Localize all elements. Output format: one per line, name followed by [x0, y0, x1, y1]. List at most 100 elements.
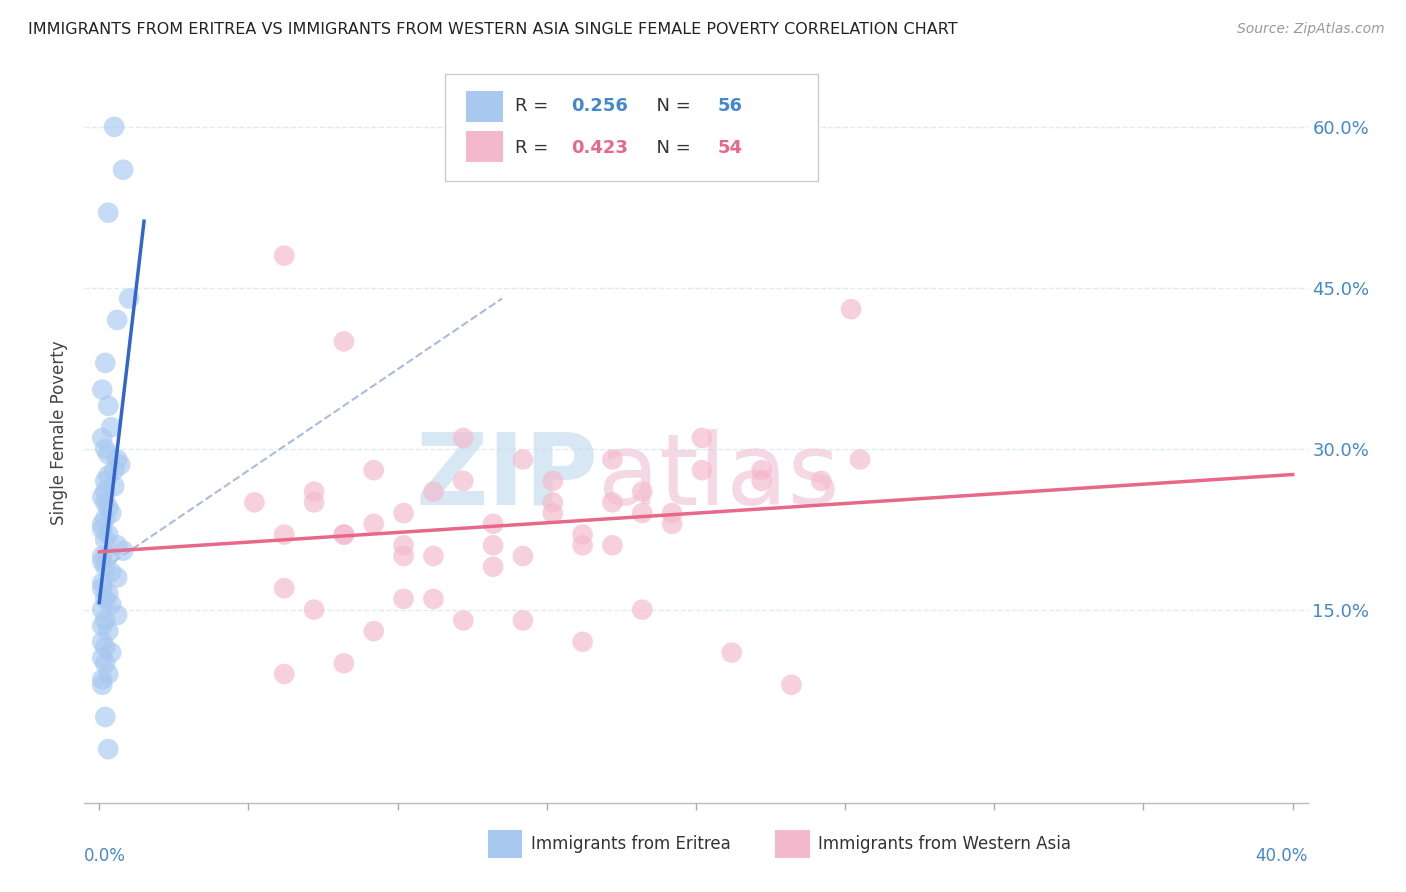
Point — [91, 431, 114, 445]
Point — [94, 474, 117, 488]
Point — [780, 678, 803, 692]
Point — [94, 533, 117, 547]
Point — [91, 516, 114, 531]
Point — [97, 586, 120, 600]
Point — [302, 495, 325, 509]
Point — [602, 452, 624, 467]
Point — [91, 635, 114, 649]
Point — [97, 447, 120, 461]
Point — [94, 640, 117, 655]
Point — [451, 614, 474, 628]
Point — [97, 667, 120, 681]
Point — [273, 527, 295, 541]
Point — [108, 458, 131, 472]
Point — [512, 549, 534, 563]
Point — [105, 538, 128, 552]
Point — [333, 527, 356, 541]
Point — [91, 678, 114, 692]
Point — [94, 356, 117, 370]
Point — [91, 673, 114, 687]
Point — [661, 506, 683, 520]
Point — [392, 506, 415, 520]
Point — [91, 554, 114, 568]
Point — [105, 607, 128, 622]
Point — [810, 474, 832, 488]
Point — [91, 619, 114, 633]
Text: 0.0%: 0.0% — [84, 847, 127, 865]
FancyBboxPatch shape — [488, 830, 522, 858]
Text: R =: R = — [515, 97, 554, 115]
Point — [100, 565, 122, 579]
Point — [751, 474, 773, 488]
Point — [541, 506, 564, 520]
Point — [451, 474, 474, 488]
Point — [661, 516, 683, 531]
Point — [720, 646, 742, 660]
Text: IMMIGRANTS FROM ERITREA VS IMMIGRANTS FROM WESTERN ASIA SINGLE FEMALE POVERTY CO: IMMIGRANTS FROM ERITREA VS IMMIGRANTS FR… — [28, 22, 957, 37]
Point — [97, 527, 120, 541]
Point — [512, 452, 534, 467]
Point — [94, 710, 117, 724]
Point — [363, 624, 385, 639]
Point — [751, 463, 773, 477]
Point — [112, 543, 135, 558]
Point — [422, 591, 444, 606]
Point — [91, 490, 114, 504]
Point — [602, 495, 624, 509]
Point — [94, 559, 117, 574]
Point — [690, 463, 713, 477]
Point — [105, 570, 128, 584]
Point — [94, 495, 117, 509]
Point — [302, 484, 325, 499]
Point — [422, 484, 444, 499]
Point — [363, 516, 385, 531]
Point — [690, 431, 713, 445]
Point — [103, 463, 125, 477]
Point — [849, 452, 872, 467]
Text: ZIP: ZIP — [415, 428, 598, 525]
Point — [333, 527, 356, 541]
Point — [91, 651, 114, 665]
Point — [243, 495, 266, 509]
Point — [541, 474, 564, 488]
Point — [571, 538, 593, 552]
Point — [541, 495, 564, 509]
Text: Source: ZipAtlas.com: Source: ZipAtlas.com — [1237, 22, 1385, 37]
Point — [273, 667, 295, 681]
Text: atlas: atlas — [598, 428, 839, 525]
Point — [631, 602, 654, 616]
Text: R =: R = — [515, 138, 554, 157]
Text: Immigrants from Eritrea: Immigrants from Eritrea — [531, 835, 731, 854]
Point — [94, 484, 117, 499]
Text: N =: N = — [644, 138, 696, 157]
Point — [333, 334, 356, 349]
Point — [363, 463, 385, 477]
Point — [94, 614, 117, 628]
Point — [631, 484, 654, 499]
Point — [512, 614, 534, 628]
FancyBboxPatch shape — [465, 131, 503, 162]
Point — [302, 602, 325, 616]
Point — [273, 249, 295, 263]
Point — [91, 602, 114, 616]
Text: 54: 54 — [718, 138, 742, 157]
Point — [392, 591, 415, 606]
Point — [94, 442, 117, 456]
Text: 0.256: 0.256 — [571, 97, 628, 115]
Point — [97, 399, 120, 413]
FancyBboxPatch shape — [776, 830, 810, 858]
Point — [273, 581, 295, 595]
Point — [482, 559, 505, 574]
Point — [91, 522, 114, 536]
Point — [392, 549, 415, 563]
Text: 40.0%: 40.0% — [1256, 847, 1308, 865]
Point — [91, 383, 114, 397]
Point — [105, 452, 128, 467]
Point — [602, 538, 624, 552]
Point — [94, 657, 117, 671]
Point — [100, 420, 122, 434]
Point — [97, 205, 120, 219]
Point — [118, 292, 141, 306]
Point — [100, 646, 122, 660]
Point — [91, 549, 114, 563]
